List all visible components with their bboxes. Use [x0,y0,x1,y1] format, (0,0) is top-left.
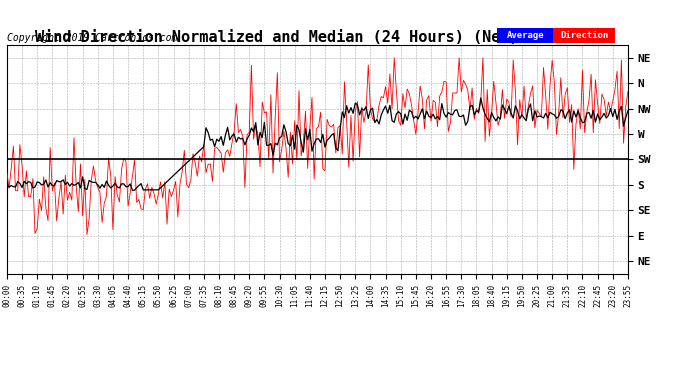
Text: Copyright 2019 Cartronics.com: Copyright 2019 Cartronics.com [7,33,177,43]
Text: Direction: Direction [560,31,609,40]
Title: Wind Direction Normalized and Median (24 Hours) (New) 20190509: Wind Direction Normalized and Median (24… [34,30,600,45]
Bar [497,28,553,43]
Text: Average: Average [506,31,544,40]
Bar [553,28,615,43]
